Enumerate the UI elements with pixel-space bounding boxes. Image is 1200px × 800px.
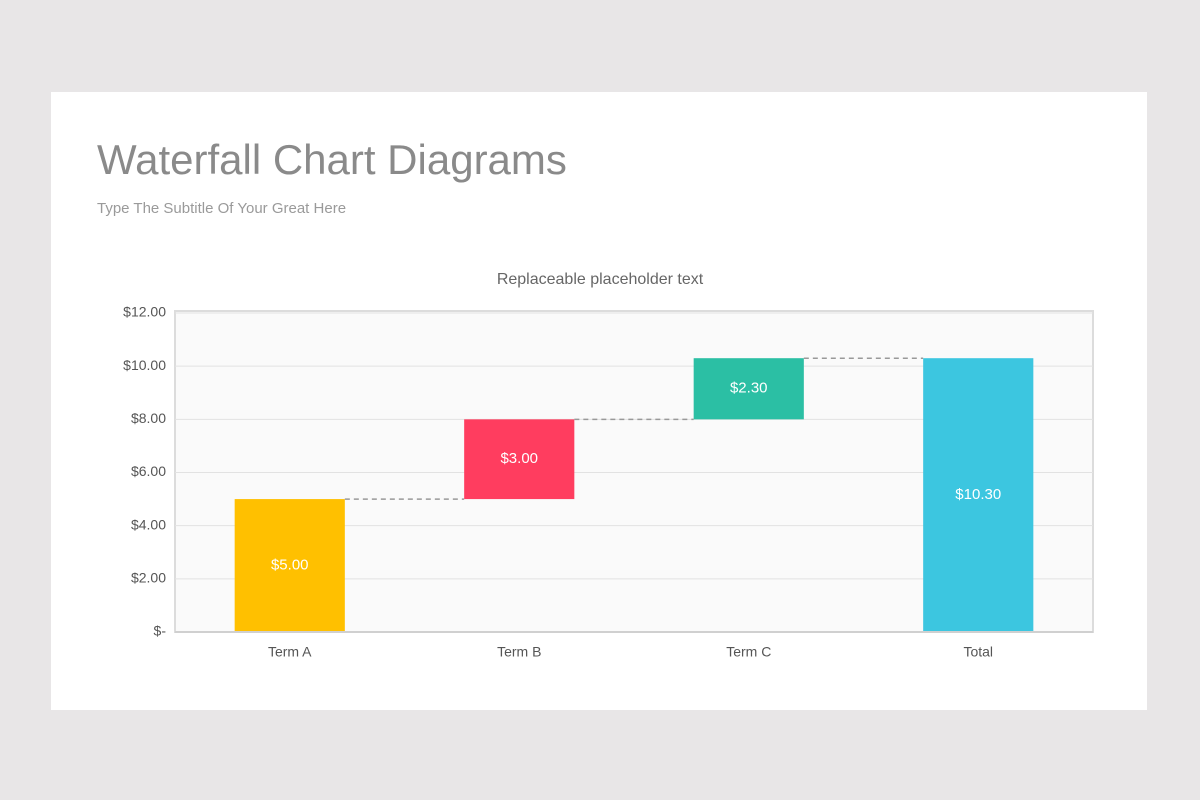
- y-tick-label: $8.00: [131, 410, 166, 426]
- y-tick-label: $10.00: [123, 357, 166, 373]
- y-tick-label: $4.00: [131, 516, 166, 532]
- x-tick-label: Total: [963, 644, 993, 660]
- x-tick-label: Term A: [268, 644, 312, 660]
- x-tick-label: Term B: [497, 644, 541, 660]
- slide-title: Waterfall Chart Diagrams: [97, 136, 567, 183]
- x-tick-label: Term C: [726, 644, 771, 660]
- y-tick-label: $-: [154, 623, 167, 639]
- value-label: $2.30: [730, 380, 768, 397]
- value-label: $5.00: [271, 557, 309, 574]
- value-label: $3.00: [500, 450, 538, 467]
- bar: [923, 358, 1034, 632]
- bar: [464, 419, 575, 500]
- y-tick-label: $6.00: [131, 463, 166, 479]
- y-tick-label: $2.00: [131, 570, 166, 586]
- y-tick-label: $12.00: [123, 304, 166, 320]
- slide-subtitle: Type The Subtitle Of Your Great Here: [97, 200, 346, 217]
- chart-title: Replaceable placeholder text: [497, 271, 704, 288]
- value-label: $10.30: [955, 486, 1001, 503]
- bar: [693, 358, 804, 420]
- bar: [234, 499, 345, 632]
